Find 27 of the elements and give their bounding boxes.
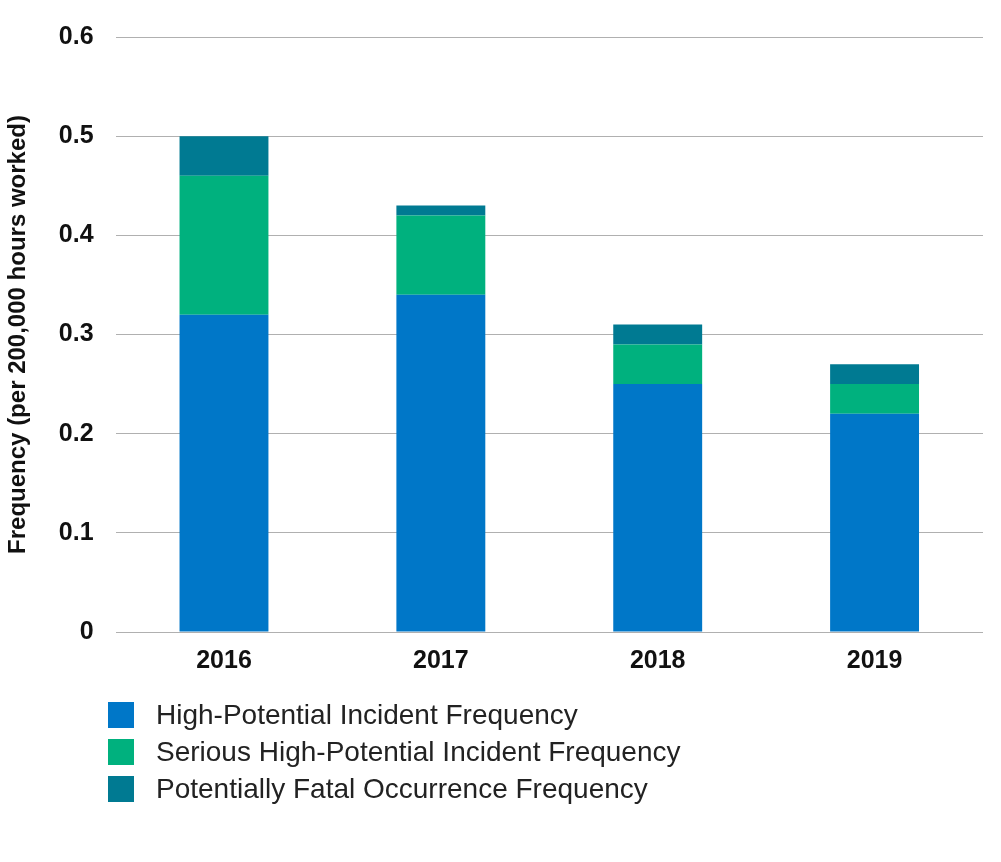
- bar: [396, 294, 486, 632]
- x-tick-label: 2019: [846, 644, 903, 673]
- bar: [613, 324, 703, 345]
- x-tick-label: 2018: [629, 644, 686, 673]
- legend-label: Serious High-Potential Incident Frequency: [156, 735, 681, 768]
- bar: [179, 314, 269, 632]
- y-tick-label: 0: [79, 615, 94, 644]
- y-tick-label: 0.5: [58, 120, 94, 149]
- bar: [179, 136, 269, 176]
- y-tick-label: 0.4: [58, 219, 94, 248]
- y-tick-label: 0.3: [58, 318, 94, 347]
- bar: [396, 205, 486, 216]
- bar: [179, 175, 269, 315]
- legend-label: High-Potential Incident Frequency: [156, 698, 578, 731]
- x-tick-label: 2016: [196, 644, 252, 673]
- y-tick-label: 0.1: [58, 516, 94, 545]
- y-axis-title: Frequency (per 200,000 hours worked): [3, 115, 31, 554]
- bar: [830, 384, 920, 414]
- bar: [396, 215, 486, 295]
- y-tick-label: 0.2: [58, 417, 94, 446]
- bar: [830, 364, 920, 385]
- x-tick-label: 2017: [413, 644, 469, 673]
- bar: [613, 384, 703, 632]
- legend-label: Potentially Fatal Occurrence Frequency: [156, 772, 648, 805]
- bar: [830, 413, 920, 632]
- bar: [613, 344, 703, 385]
- y-tick-label: 0.6: [58, 20, 94, 49]
